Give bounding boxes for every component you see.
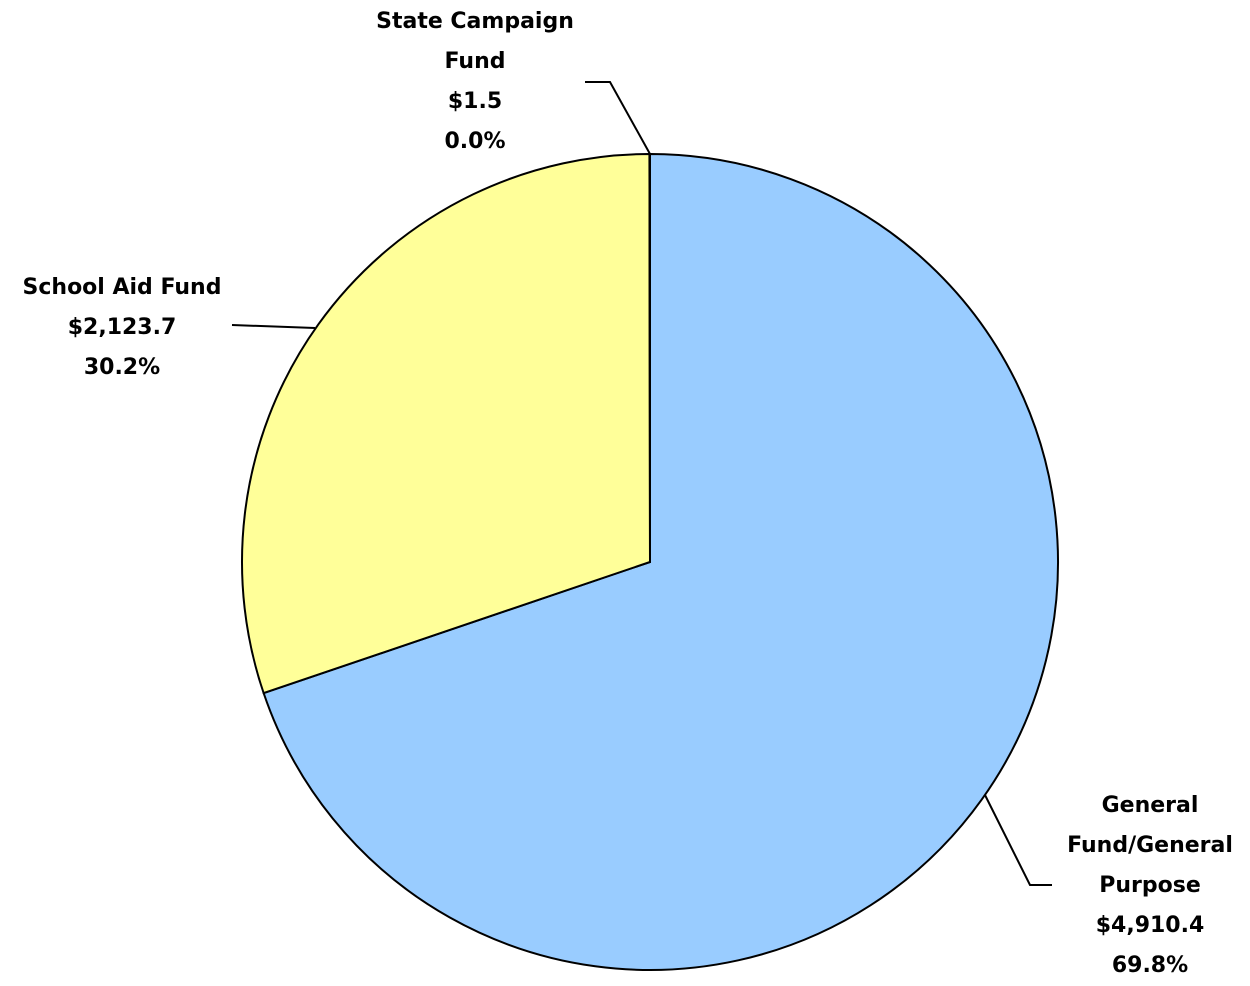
leader-line [984, 794, 1052, 886]
slice-label: State Campaign Fund $1.5 0.0% [355, 2, 595, 162]
pie-slice [648, 152, 651, 563]
label-value: $4,910.4 [1095, 913, 1205, 938]
label-percent: 0.0% [444, 129, 506, 154]
label-value: $1.5 [447, 89, 503, 114]
pie-slice [262, 152, 1059, 971]
slice-label: General Fund/General Purpose $4,910.4 69.8… [1055, 786, 1245, 986]
slice-label: School Aid Fund $2,123.7 30.2% [2, 268, 242, 388]
leader-line [585, 81, 651, 155]
label-name: State Campaign Fund [376, 9, 574, 74]
label-percent: 30.2% [83, 355, 161, 380]
pie-slice [241, 152, 652, 695]
leader-line [231, 324, 316, 329]
label-percent: 69.8% [1111, 953, 1189, 978]
label-name: General Fund/General Purpose [1067, 793, 1233, 898]
label-name: School Aid Fund [22, 275, 222, 300]
label-value: $2,123.7 [67, 315, 177, 340]
